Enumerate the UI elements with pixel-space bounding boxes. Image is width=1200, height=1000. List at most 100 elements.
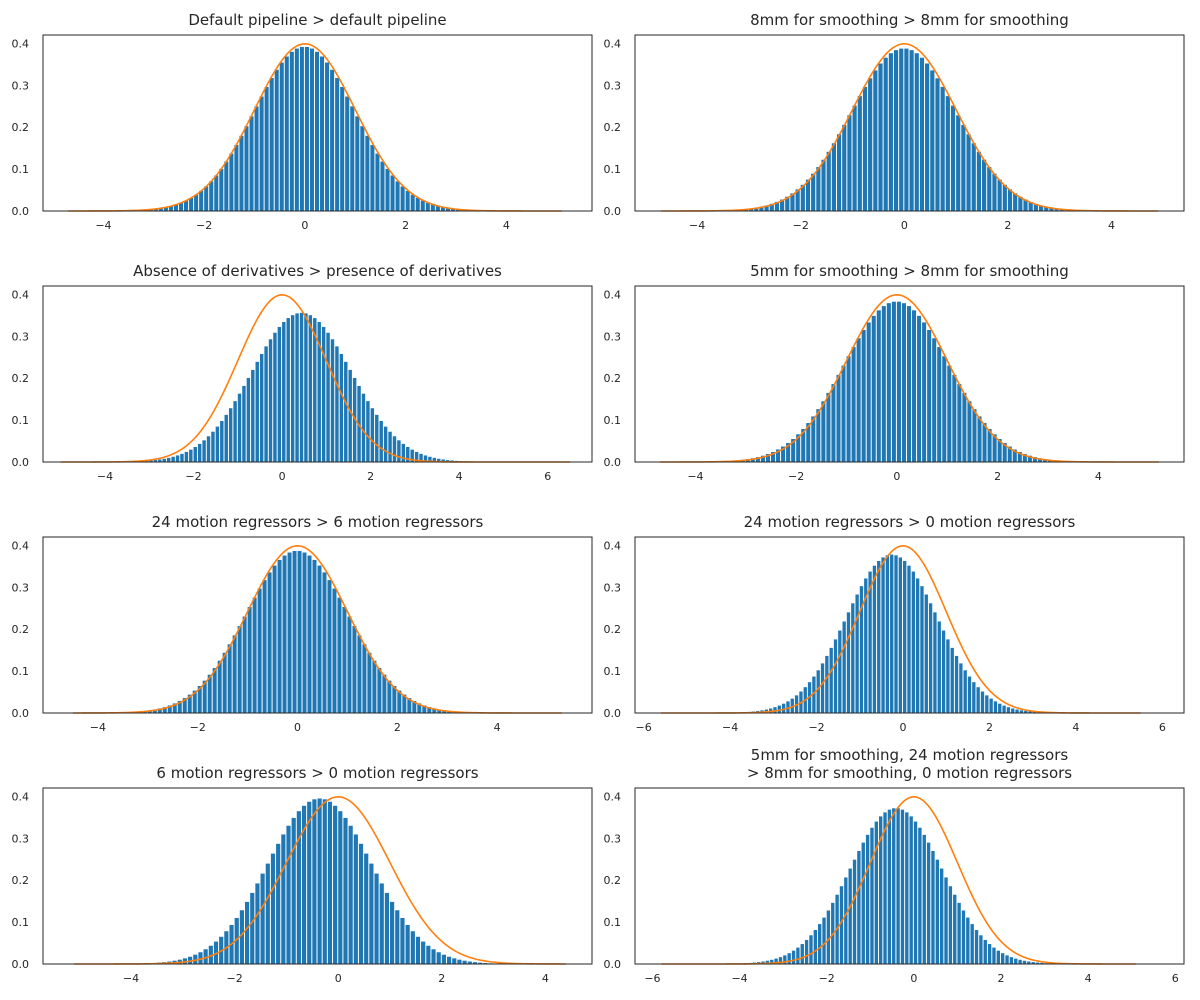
histogram-bar — [821, 401, 826, 462]
histogram-bar — [928, 603, 933, 713]
histogram-bar — [919, 57, 925, 212]
histogram-bar — [909, 50, 914, 211]
histogram-bar — [1018, 196, 1023, 211]
histogram-bar — [228, 408, 233, 462]
histogram-bar — [987, 429, 992, 462]
panel-title: 6 motion regressors > 0 motion regressor… — [156, 764, 478, 782]
histogram-bar — [890, 554, 894, 713]
histogram-bar — [940, 868, 944, 964]
histogram-bar — [1002, 443, 1007, 462]
histogram-bar — [774, 201, 780, 211]
histogram-bar — [430, 204, 435, 211]
y-tick-label: 0.1 — [12, 163, 30, 176]
x-tick-label: −4 — [722, 721, 738, 734]
histogram-bar — [899, 48, 904, 211]
histogram-bar — [162, 458, 166, 462]
histogram-bar — [202, 440, 206, 462]
histogram-bar — [1028, 201, 1033, 211]
panel-title: 8mm for smoothing > 8mm for smoothing — [750, 11, 1069, 29]
histogram-bar — [820, 663, 825, 713]
x-tick-label: 0 — [294, 721, 301, 734]
histogram-bar — [193, 954, 198, 964]
histogram-bar — [809, 935, 813, 964]
histogram-bar — [1032, 711, 1037, 713]
histogram-bar — [976, 151, 982, 211]
histogram-bar — [307, 555, 312, 713]
histogram-bar — [279, 62, 284, 211]
histogram-bar — [1033, 203, 1038, 211]
histogram-bar — [1028, 711, 1032, 713]
histogram-bar — [1015, 709, 1019, 713]
x-tick-label: 4 — [1095, 470, 1102, 483]
histogram-bar — [365, 135, 370, 211]
y-tick-label: 0.3 — [12, 581, 30, 594]
histogram-bar — [874, 821, 878, 964]
histogram-bar — [171, 456, 175, 462]
histogram-bar — [781, 703, 786, 713]
x-tick-label: −2 — [788, 470, 804, 483]
histogram-bar — [375, 153, 380, 211]
histogram-bar — [313, 318, 317, 462]
histogram-bar — [206, 436, 211, 462]
histogram-bar — [841, 365, 846, 462]
histogram-bar — [220, 420, 224, 462]
y-tick-label: 0.1 — [604, 163, 622, 176]
histogram-bar — [883, 57, 888, 212]
histogram-bar — [950, 105, 956, 211]
histogram-bar — [818, 924, 822, 964]
histogram-bar — [754, 207, 759, 211]
histogram-bar — [920, 586, 924, 713]
histogram-bar — [945, 96, 950, 211]
histogram-bar — [302, 552, 307, 713]
histogram-bar — [203, 949, 208, 964]
histogram-bar — [410, 194, 415, 211]
histogram-bar — [287, 552, 292, 713]
histogram-bar — [276, 843, 281, 964]
histogram-bar — [364, 853, 369, 964]
histogram-bar — [370, 144, 375, 211]
histogram-bar — [783, 955, 787, 964]
histogram-bar — [362, 644, 367, 713]
histogram-bar — [1009, 957, 1014, 964]
histogram-bar — [862, 86, 868, 211]
histogram-bar — [760, 455, 765, 462]
y-tick-label: 0.0 — [12, 456, 30, 469]
histogram-bar — [870, 827, 874, 964]
histogram-bar — [907, 565, 911, 713]
histogram-bar — [1022, 960, 1027, 964]
histogram-bar — [805, 179, 811, 211]
histogram-bar — [277, 326, 282, 462]
histogram-bar — [993, 701, 998, 713]
histogram-bar — [888, 53, 893, 211]
histogram-bar — [953, 894, 957, 964]
x-tick-label: −2 — [190, 721, 206, 734]
histogram-bar — [208, 945, 213, 964]
histogram-bar — [239, 910, 244, 964]
histogram-bar — [924, 594, 928, 713]
histogram-bar — [777, 705, 781, 713]
histogram-bar — [1027, 455, 1032, 462]
histogram-bars — [73, 46, 536, 211]
y-tick-label: 0.2 — [12, 874, 30, 887]
histogram-bar — [255, 361, 259, 462]
histogram-bar — [992, 947, 996, 964]
y-tick-label: 0.3 — [604, 832, 622, 845]
histogram-bar — [769, 203, 774, 211]
histogram-bar — [873, 70, 878, 211]
histogram-bar — [1013, 193, 1018, 211]
histogram-bar — [339, 353, 344, 462]
histogram-bar — [1002, 705, 1006, 713]
histogram-bar — [239, 135, 244, 211]
histogram-bar — [1019, 710, 1024, 713]
histogram-bar — [886, 303, 891, 462]
histogram-bar — [997, 439, 1002, 462]
histogram-bar — [972, 682, 976, 713]
histogram-bar — [227, 644, 232, 713]
histogram-bar — [400, 917, 405, 964]
histogram-bar — [383, 426, 388, 462]
histogram-bar — [289, 51, 294, 211]
histogram-bar — [297, 551, 302, 713]
histogram-bar — [1018, 959, 1022, 964]
axes-frame — [42, 787, 593, 965]
histogram-bar — [765, 960, 770, 964]
